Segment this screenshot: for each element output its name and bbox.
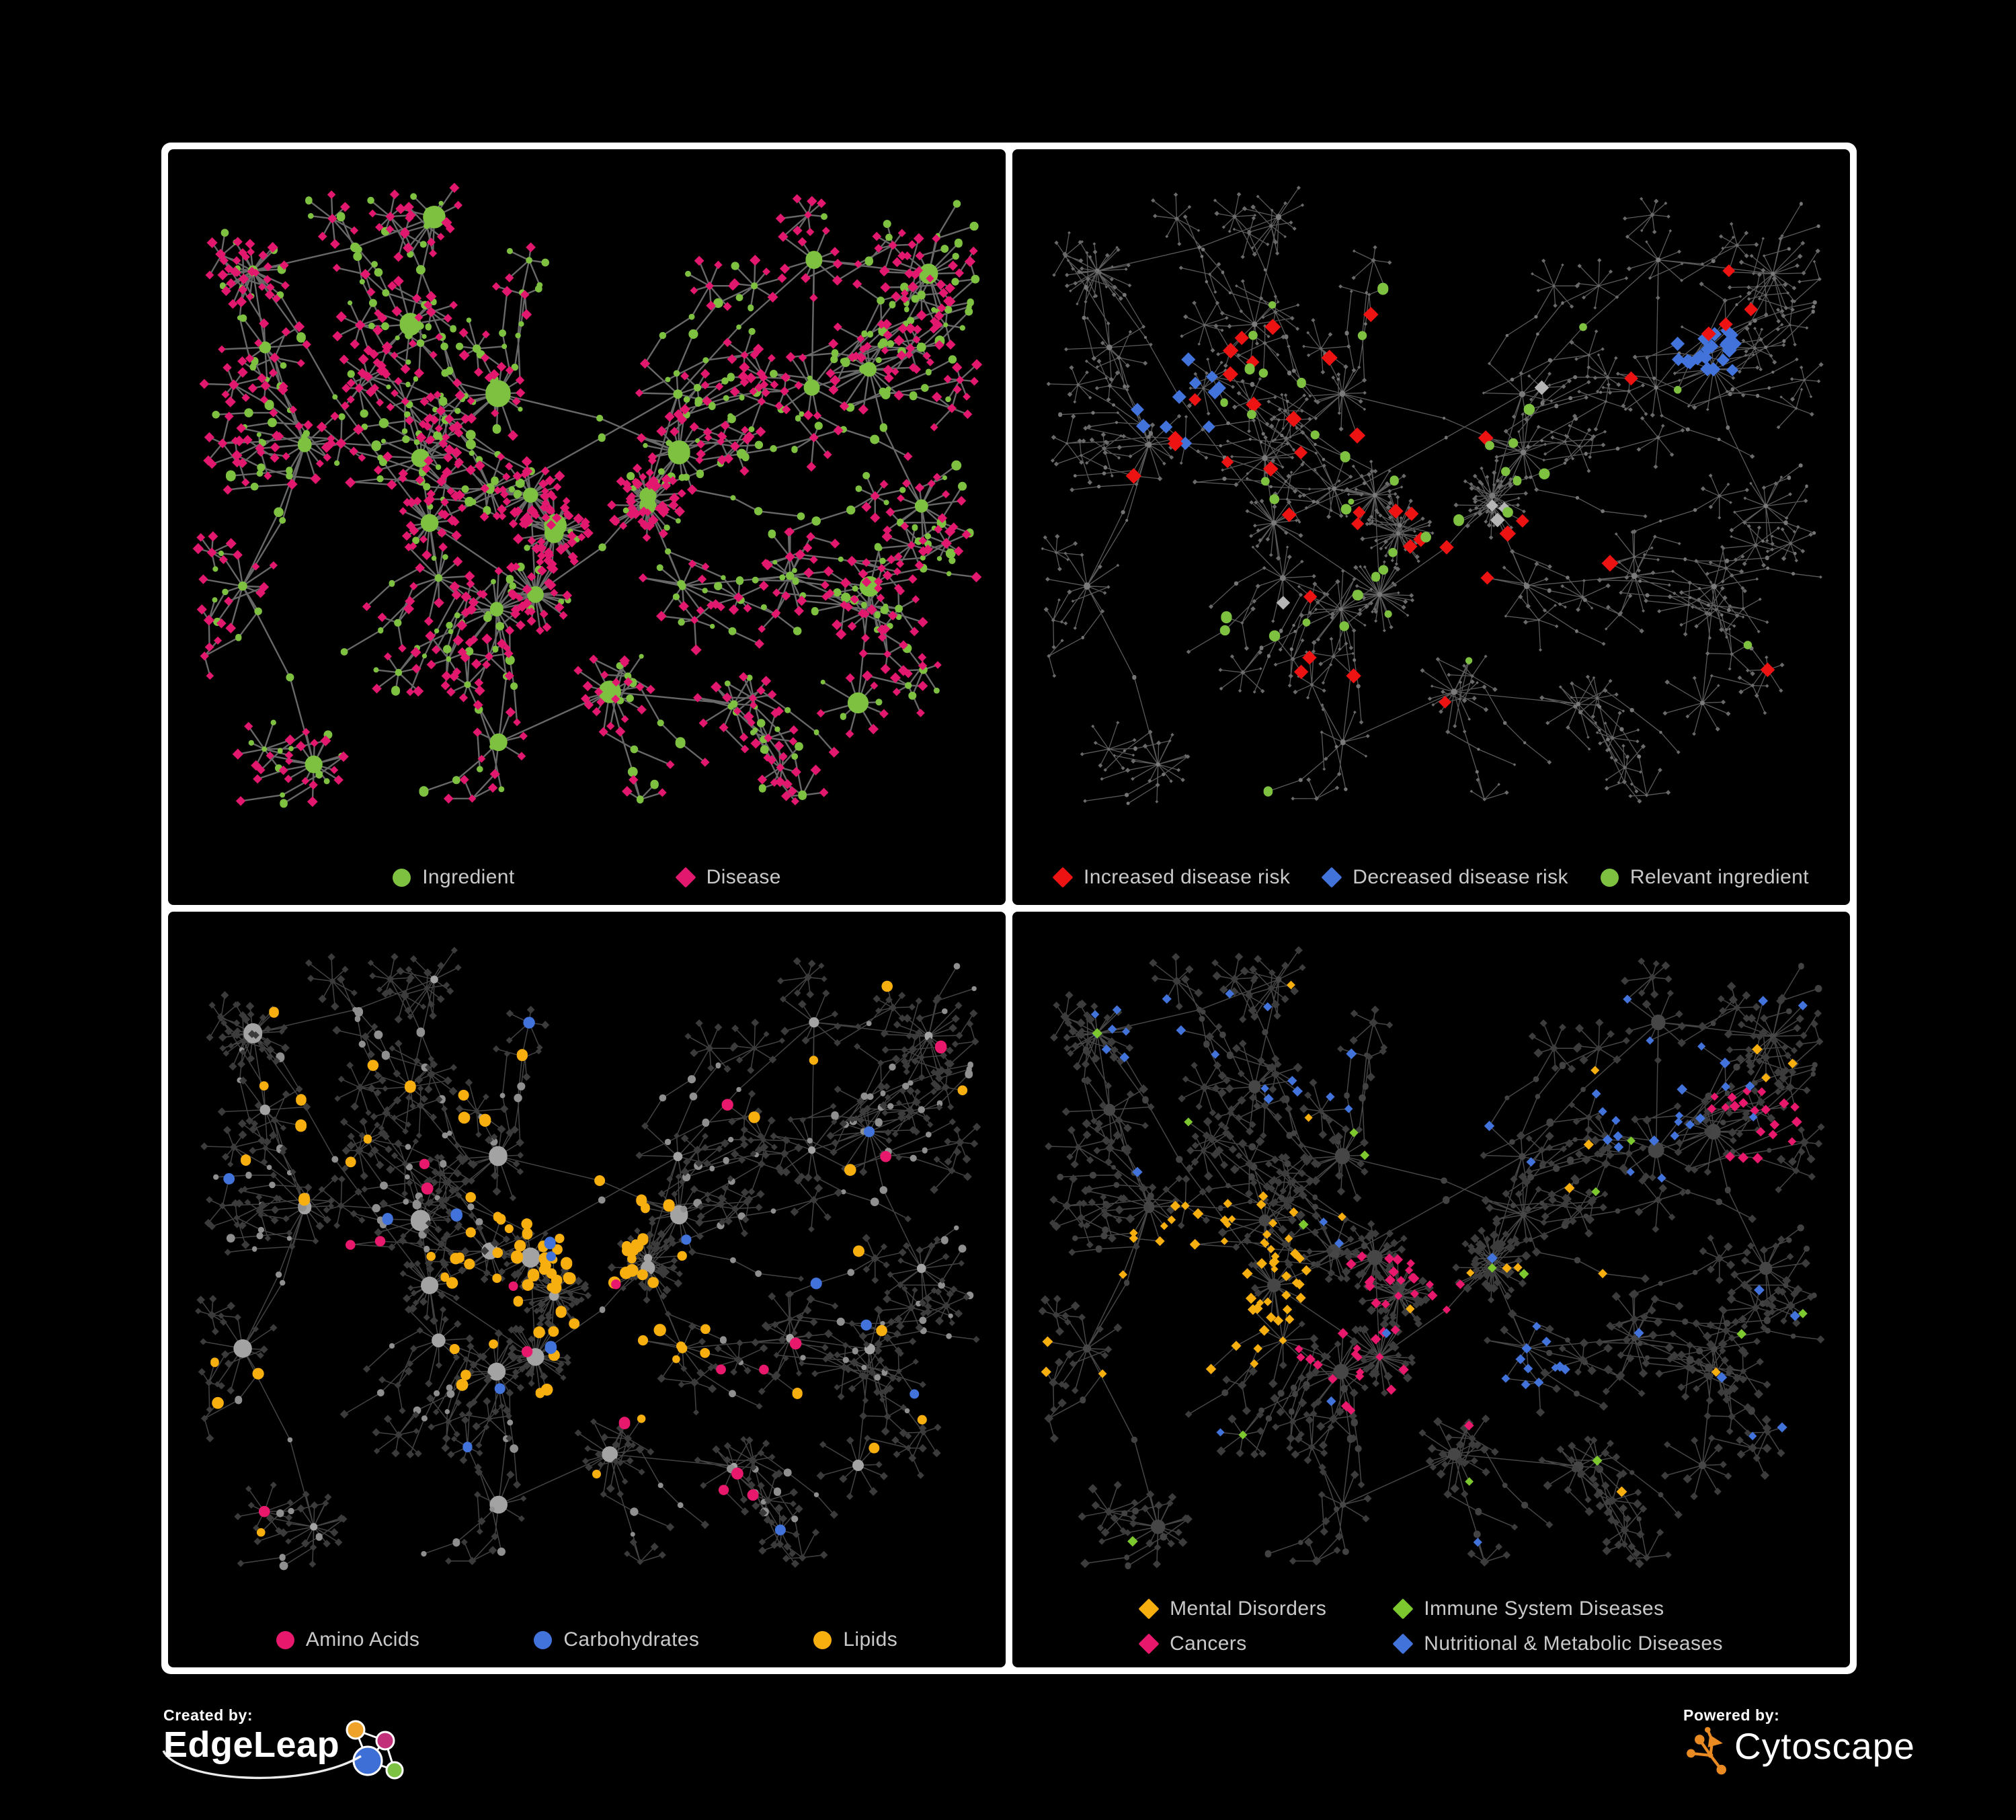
legend-item: Immune System Diseases (1392, 1597, 1723, 1620)
legend-ingredient-disease: Ingredient Disease (168, 866, 1006, 889)
legend-item: Ingredient (393, 866, 514, 889)
network-nodes (1038, 946, 1825, 1569)
legend-item: Nutritional & Metabolic Diseases (1392, 1632, 1723, 1655)
legend-item: Increased disease risk (1052, 866, 1291, 889)
network-nodes (1041, 980, 1798, 1497)
created-by-label: Created by: (163, 1706, 253, 1724)
legend-disease-risk: Increased disease risk Decreased disease … (1012, 866, 1850, 889)
panel-disease-categories: Mental Disorders Immune System Diseases Ca… (1012, 912, 1850, 1667)
edgeleap-credit: Created by: EdgeLeap (162, 1706, 412, 1786)
network-graph-disease-risk (1041, 186, 1824, 805)
legend-label: Carbohydrates (563, 1628, 700, 1651)
legend-swatch-diamond-icon (675, 867, 696, 888)
network-nodes (1041, 186, 1824, 804)
network-edges (198, 949, 977, 1567)
legend-label: Increased disease risk (1084, 866, 1291, 888)
network-graph-ingredient-disease (192, 182, 983, 808)
network-nodes (1294, 1086, 1802, 1431)
cytoscape-logo-text: Cytoscape (1734, 1725, 1915, 1767)
panel-disease-risk: Increased disease risk Decreased disease … (1012, 149, 1850, 905)
network-nodes (1057, 963, 1822, 1570)
legend-swatch-diamond-icon (1138, 1633, 1160, 1655)
legend-label: Ingredient (422, 866, 515, 888)
cytoscape-credit: Powered by: Cytoscape (1683, 1706, 1915, 1776)
network-nodes (212, 193, 980, 808)
legend-swatch-diamond-icon (1138, 1598, 1160, 1620)
network-graph-disease-categories (1038, 946, 1825, 1570)
panel-nutrients: Amino Acids Carbohydrates Lipids (168, 912, 1006, 1667)
legend-swatch-circle-icon (276, 1630, 294, 1649)
network-edges (1042, 188, 1822, 804)
legend-label: Mental Disorders (1170, 1597, 1327, 1620)
network-edges (1042, 949, 1822, 1567)
legend-swatch-circle-icon (534, 1630, 553, 1649)
legend-label: Decreased disease risk (1353, 866, 1568, 888)
cytoscape-logo-icon (1687, 1727, 1726, 1775)
network-nodes (192, 182, 983, 807)
legend-item: Cancers (1138, 1632, 1326, 1655)
legend-label: Nutritional & Metabolic Diseases (1424, 1632, 1723, 1655)
legend-item: Disease (675, 866, 781, 889)
legend-label: Disease (706, 866, 781, 888)
network-nodes (1084, 214, 1775, 767)
legend-swatch-circle-icon (813, 1630, 832, 1649)
powered-by-label: Powered by: (1683, 1706, 1780, 1724)
network-nodes (258, 1040, 947, 1517)
legend-swatch-circle-icon (1600, 868, 1619, 887)
legend-swatch-circle-icon (393, 868, 411, 887)
legend-nutrients: Amino Acids Carbohydrates Lipids (168, 1628, 1006, 1651)
legend-label: Immune System Diseases (1424, 1597, 1664, 1620)
network-nodes (1131, 324, 1742, 450)
legend-label: Relevant ingredient (1629, 866, 1809, 888)
legend-swatch-diamond-icon (1052, 867, 1074, 888)
panels-backdrop: Ingredient Disease Increased disease risk… (161, 143, 1857, 1674)
legend-swatch-diamond-icon (1321, 867, 1342, 888)
edgeleap-logo-text: EdgeLeap (163, 1725, 340, 1765)
panel-ingredient-disease: Ingredient Disease (168, 149, 1006, 905)
legend-item: Decreased disease risk (1321, 866, 1568, 889)
network-graph-nutrients (195, 947, 981, 1571)
legend-item: Mental Disorders (1138, 1597, 1327, 1620)
legend-item: Relevant ingredient (1600, 866, 1809, 889)
legend-label: Lipids (843, 1628, 898, 1651)
legend-item: Carbohydrates (534, 1628, 699, 1651)
legend-label: Amino Acids (305, 1628, 420, 1651)
legend-swatch-diamond-icon (1392, 1598, 1414, 1620)
legend-item: Lipids (813, 1628, 897, 1651)
legend-label: Cancers (1170, 1632, 1247, 1655)
edgeleap-logo-icon (346, 1720, 404, 1780)
network-nodes (1219, 282, 1752, 797)
legend-item: Amino Acids (276, 1628, 419, 1651)
legend-disease-categories: Mental Disorders Immune System Diseases Ca… (1012, 1597, 1850, 1655)
network-nodes (213, 963, 977, 1571)
legend-swatch-diamond-icon (1392, 1633, 1414, 1655)
